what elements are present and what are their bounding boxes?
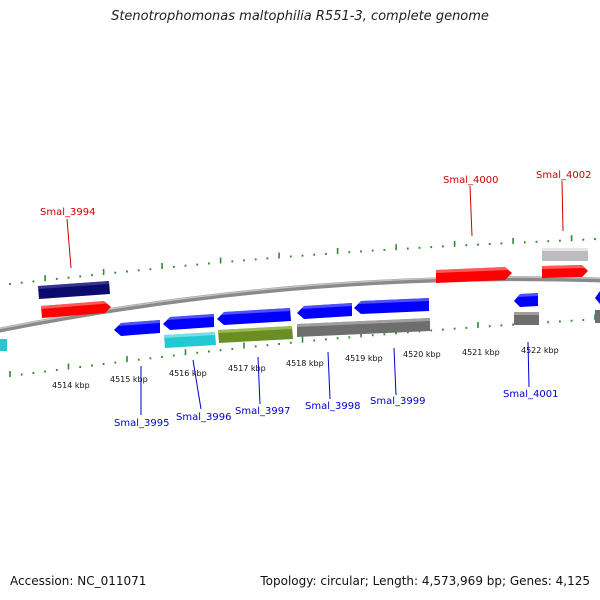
scale-label: 4516 kbp: [169, 369, 207, 378]
scale-label: 4514 kbp: [52, 381, 90, 390]
gene-label-smal-4002[interactable]: Smal_4002: [536, 170, 591, 181]
gene-arrow-light-gray[interactable]: [542, 248, 588, 261]
scale-label: 4520 kbp: [403, 350, 441, 359]
gene-label-smal-3994[interactable]: Smal_3994: [40, 207, 95, 218]
gene-arrow-smal-3996[interactable]: [163, 314, 214, 330]
gene-label-smal-3995[interactable]: Smal_3995: [114, 418, 169, 429]
scale-label: 4519 kbp: [345, 354, 383, 363]
gene-label-smal-4000[interactable]: Smal_4000: [443, 175, 498, 186]
gene-arrow-smal-4002[interactable]: [542, 265, 588, 278]
gene-arrow-cyan-edge[interactable]: [0, 339, 7, 351]
gene-arrow-blue-edge[interactable]: [595, 291, 600, 304]
scale-label: 4518 kbp: [286, 359, 324, 368]
gene-arrow-smal-4000[interactable]: [436, 267, 512, 283]
forward-genes: [38, 248, 588, 318]
genome-backbone: [0, 276, 600, 333]
genome-summary: Topology: circular; Length: 4,573,969 bp…: [260, 574, 590, 588]
scale-label: 4515 kbp: [110, 375, 148, 384]
gene-arrow-cyan[interactable]: [164, 332, 216, 348]
gene-label-smal-3997[interactable]: Smal_3997: [235, 406, 290, 417]
scale-label: 4522 kbp: [521, 346, 559, 355]
gene-arrow-smal-3998[interactable]: [297, 303, 352, 319]
scale-label: 4517 kbp: [228, 364, 266, 373]
gene-arrow-gray-edge[interactable]: [595, 310, 600, 323]
gene-arrow-dark-navy[interactable]: [38, 281, 110, 299]
gene-arrow-gray-small[interactable]: [514, 312, 539, 325]
scale-label: 4521 kbp: [462, 348, 500, 357]
scale-labels: 4514 kbp 4515 kbp 4516 kbp 4517 kbp 4518…: [52, 346, 559, 390]
map-title: Stenotrophomonas maltophilia R551-3, com…: [111, 9, 489, 24]
forward-tick-track: [9, 235, 596, 285]
gene-arrow-smal-3999[interactable]: [354, 298, 429, 314]
gene-arrow-smal-3995[interactable]: [114, 320, 160, 336]
gene-arrow-smal-3997[interactable]: [217, 308, 291, 325]
reverse-genes: [0, 291, 600, 351]
gene-label-smal-3996[interactable]: Smal_3996: [176, 412, 231, 423]
gene-labels: Smal_3994 Smal_4000 Smal_4002 Smal_3995 …: [40, 170, 591, 429]
accession-label: Accession: NC_011071: [10, 574, 147, 588]
gene-label-smal-3999[interactable]: Smal_3999: [370, 396, 425, 407]
gene-label-smal-3998[interactable]: Smal_3998: [305, 401, 360, 412]
gene-arrow-olive[interactable]: [218, 326, 293, 343]
gene-arrow-smal-3994[interactable]: [41, 301, 111, 318]
gene-arrow-smal-4001[interactable]: [514, 293, 538, 307]
gene-label-smal-4001[interactable]: Smal_4001: [503, 389, 558, 400]
leader-lines: [66, 180, 564, 415]
gene-arrow-gray[interactable]: [297, 318, 430, 337]
